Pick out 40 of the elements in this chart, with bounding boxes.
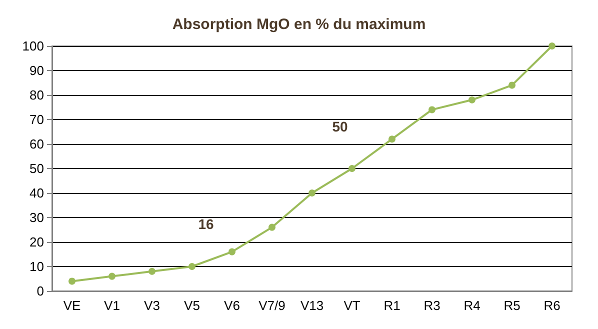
point xyxy=(148,268,156,275)
y-tick-label: 10 xyxy=(30,259,44,274)
x-tick-label: V3 xyxy=(144,298,160,313)
y-tick-label: 80 xyxy=(30,88,44,102)
x-tick-label: R3 xyxy=(424,298,440,313)
point xyxy=(508,82,516,89)
y-tick-label: 100 xyxy=(22,38,44,54)
y-tick-label: 90 xyxy=(30,63,44,78)
x-tick-label: R1 xyxy=(384,298,400,313)
y-tick-label: 20 xyxy=(30,234,44,250)
y-tick-label: 30 xyxy=(30,210,44,225)
annotation: 16 xyxy=(198,216,214,232)
point xyxy=(348,165,356,172)
point xyxy=(228,248,236,256)
point xyxy=(308,190,316,196)
y-tick-label: 0 xyxy=(36,284,44,298)
point xyxy=(388,136,396,143)
point xyxy=(548,42,556,50)
x-tick-label: R5 xyxy=(504,298,520,313)
x-tick-label: V6 xyxy=(224,298,240,313)
x-tick-label: V1 xyxy=(104,298,120,313)
point xyxy=(108,272,116,280)
y-tick-label: 70 xyxy=(30,112,44,127)
x-tick-label: VE xyxy=(63,298,81,313)
annotation: 50 xyxy=(332,118,348,134)
x-tick-label: V5 xyxy=(184,298,200,313)
x-tick-label: V7/9 xyxy=(258,298,286,313)
x-tick-label: VT xyxy=(344,298,360,313)
point xyxy=(468,96,476,104)
chart-title: Absorption MgO en % du maximum xyxy=(172,16,426,33)
point xyxy=(188,263,196,270)
y-tick-label: 60 xyxy=(30,136,44,152)
y-tick-label: 40 xyxy=(30,186,44,200)
point xyxy=(428,106,436,114)
x-tick-label: R6 xyxy=(544,298,560,313)
point xyxy=(68,278,76,285)
x-tick-label: R4 xyxy=(464,298,480,313)
y-tick-label: 50 xyxy=(30,161,44,176)
x-tick-label: V13 xyxy=(300,298,324,313)
point xyxy=(268,224,276,231)
